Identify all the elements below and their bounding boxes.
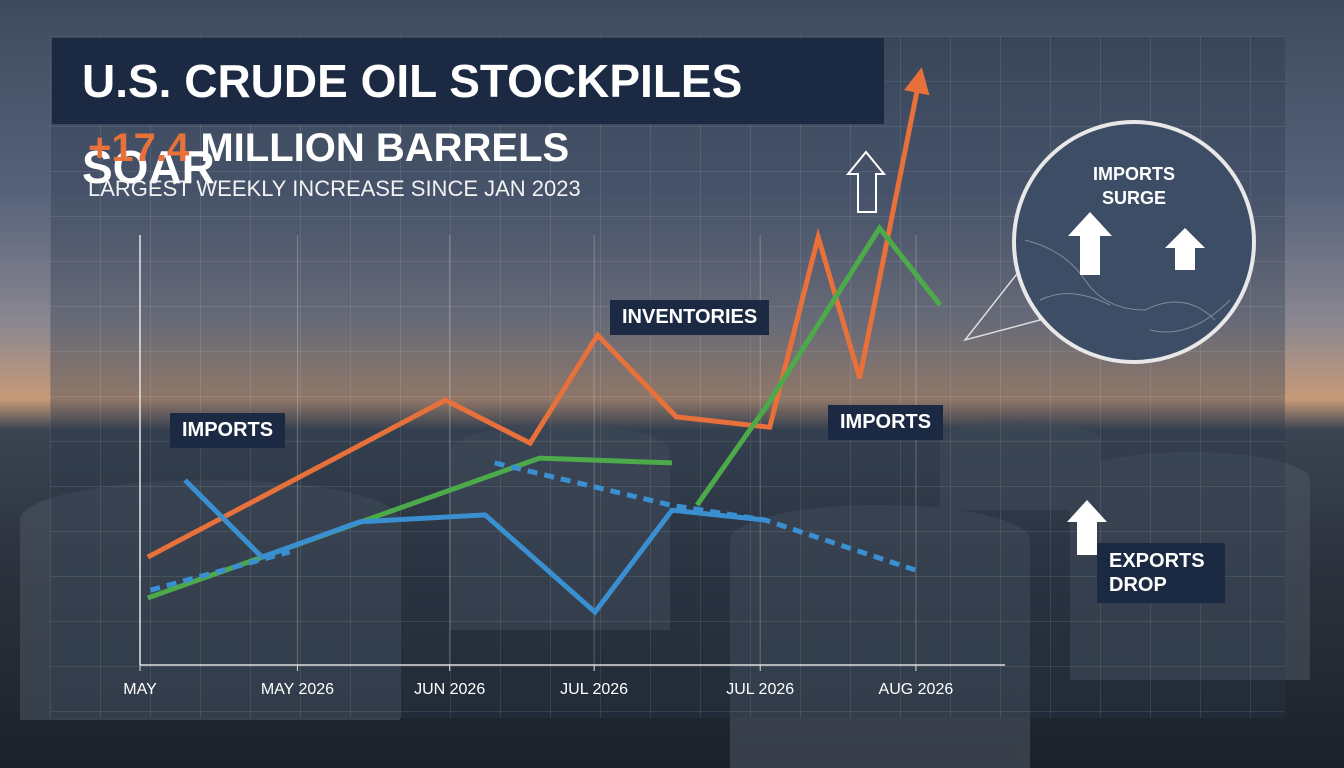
annotation: IMPORTS [828, 405, 944, 440]
title: U.S. CRUDE OIL STOCKPILES SOAR [52, 38, 884, 193]
headline-text: MILLION BARRELS [200, 126, 570, 170]
headline-number: +17.4 [88, 126, 190, 170]
up-arrow [1067, 500, 1107, 555]
up-arrow-outline [845, 150, 887, 213]
x-tick-label: JUL 2026 [560, 681, 628, 698]
x-tick-label: JUN 2026 [414, 681, 485, 698]
series-line [183, 478, 766, 616]
inset-label: IMPORTS SURGE [1093, 164, 1175, 208]
note: LARGEST WEEKLY INCREASE SINCE JAN 2023 [88, 176, 581, 201]
arrow-head [903, 67, 930, 96]
annotation: EXPORTS DROP [1097, 543, 1225, 603]
x-tick-label: JUL 2026 [726, 681, 794, 698]
series-line [146, 74, 923, 560]
headline: +17.4 MILLION BARRELS [88, 126, 569, 171]
series-line [149, 460, 916, 593]
x-tick-label: MAY [123, 681, 157, 698]
annotation: IMPORTS [170, 413, 286, 448]
x-tick-label: MAY 2026 [261, 681, 334, 698]
x-tick-label: AUG 2026 [879, 681, 954, 698]
annotation: INVENTORIES [610, 300, 770, 335]
inset: IMPORTS SURGE [963, 120, 1256, 364]
